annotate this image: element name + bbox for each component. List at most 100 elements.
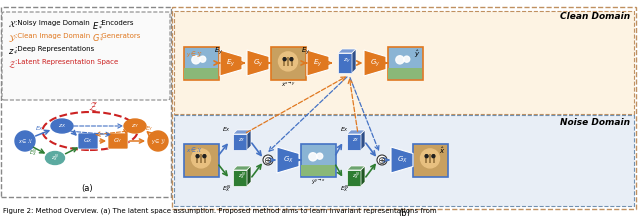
Text: $z_X^N$: $z_X^N$ <box>238 171 246 181</box>
FancyBboxPatch shape <box>425 154 427 163</box>
FancyBboxPatch shape <box>196 154 198 163</box>
FancyBboxPatch shape <box>108 133 128 149</box>
Polygon shape <box>338 49 356 53</box>
Polygon shape <box>247 50 269 76</box>
Polygon shape <box>352 49 356 73</box>
Circle shape <box>309 153 317 161</box>
Text: $E_Y$: $E_Y$ <box>145 125 154 133</box>
Polygon shape <box>220 50 242 76</box>
Text: :Generators: :Generators <box>99 33 140 39</box>
Text: :Latent Representation Space: :Latent Representation Space <box>15 59 118 65</box>
FancyBboxPatch shape <box>204 154 206 163</box>
FancyBboxPatch shape <box>233 170 247 186</box>
Circle shape <box>200 56 206 62</box>
FancyBboxPatch shape <box>233 134 247 150</box>
FancyBboxPatch shape <box>388 68 422 79</box>
Polygon shape <box>307 50 329 76</box>
FancyBboxPatch shape <box>174 11 634 114</box>
Circle shape <box>290 58 293 61</box>
Text: $E_X^N$: $E_X^N$ <box>222 183 232 194</box>
Circle shape <box>377 155 387 165</box>
Text: $G_*$: $G_*$ <box>92 33 104 43</box>
Circle shape <box>148 131 168 151</box>
Text: $E_X$: $E_X$ <box>223 125 232 134</box>
Circle shape <box>15 131 35 151</box>
FancyBboxPatch shape <box>184 46 218 79</box>
Ellipse shape <box>45 151 65 165</box>
Text: $\hat{y}$: $\hat{y}$ <box>413 49 420 60</box>
Circle shape <box>196 155 199 158</box>
Circle shape <box>396 56 404 64</box>
Circle shape <box>191 149 211 168</box>
FancyBboxPatch shape <box>184 68 218 79</box>
Text: $G_X$: $G_X$ <box>283 155 293 165</box>
Text: $\oplus$: $\oplus$ <box>378 154 387 165</box>
Text: $z_y$: $z_y$ <box>343 56 351 66</box>
Text: $\mathcal{Z}$: $\mathcal{Z}$ <box>88 100 98 113</box>
Text: $E_X^N$: $E_X^N$ <box>29 148 37 158</box>
FancyBboxPatch shape <box>283 57 285 66</box>
Text: (a): (a) <box>81 184 93 193</box>
FancyBboxPatch shape <box>200 154 202 163</box>
Text: $G_Y$: $G_Y$ <box>113 137 123 145</box>
FancyBboxPatch shape <box>2 12 170 100</box>
Text: Figure 2: Method Overview. (a) The latent space assumption. Proposed method aims: Figure 2: Method Overview. (a) The laten… <box>3 208 436 214</box>
Circle shape <box>203 155 206 158</box>
Text: $\mathcal{Y}$: $\mathcal{Y}$ <box>8 33 17 44</box>
Polygon shape <box>364 50 386 76</box>
Polygon shape <box>347 130 365 134</box>
Polygon shape <box>247 166 251 186</box>
Text: (b): (b) <box>398 209 410 216</box>
Text: $E_X$: $E_X$ <box>340 125 349 134</box>
FancyBboxPatch shape <box>429 154 431 163</box>
Circle shape <box>283 58 286 61</box>
Text: :Clean Image Domain: :Clean Image Domain <box>15 33 90 39</box>
Circle shape <box>192 56 200 64</box>
Circle shape <box>278 52 298 71</box>
Polygon shape <box>247 130 251 150</box>
FancyBboxPatch shape <box>301 143 335 176</box>
FancyBboxPatch shape <box>387 46 422 79</box>
Text: $y{\in}\mathcal{Y}$: $y{\in}\mathcal{Y}$ <box>150 137 165 146</box>
Text: $G_y$: $G_y$ <box>370 57 380 69</box>
FancyBboxPatch shape <box>287 57 289 66</box>
Text: Clean Domain: Clean Domain <box>560 12 630 21</box>
FancyBboxPatch shape <box>301 165 335 176</box>
Circle shape <box>404 56 410 62</box>
Text: $\mathcal{X}$: $\mathcal{X}$ <box>8 20 16 29</box>
Text: $z_X$: $z_X$ <box>58 122 66 130</box>
FancyBboxPatch shape <box>184 143 218 176</box>
Text: $z_Y$: $z_Y$ <box>131 122 139 130</box>
Polygon shape <box>347 166 365 170</box>
FancyBboxPatch shape <box>338 53 352 73</box>
Text: $\mathcal{Z}$: $\mathcal{Z}$ <box>8 59 16 70</box>
Text: $z_X$: $z_X$ <box>238 136 246 144</box>
FancyBboxPatch shape <box>347 134 361 150</box>
Polygon shape <box>233 166 251 170</box>
Circle shape <box>263 155 273 165</box>
Circle shape <box>420 149 440 168</box>
Text: $y\in\mathcal{Y}$: $y\in\mathcal{Y}$ <box>186 49 203 59</box>
Text: :Deep Representations: :Deep Representations <box>15 46 94 52</box>
Text: $E_y$: $E_y$ <box>301 46 310 57</box>
Text: $z_X^N$: $z_X^N$ <box>51 152 59 163</box>
Text: $G_y$: $G_y$ <box>253 57 263 69</box>
Polygon shape <box>233 130 251 134</box>
Ellipse shape <box>51 119 73 133</box>
Polygon shape <box>277 147 299 173</box>
Text: $x{\in}\mathcal{X}$: $x{\in}\mathcal{X}$ <box>18 137 33 145</box>
FancyBboxPatch shape <box>174 115 634 206</box>
Text: $E_X^N$: $E_X^N$ <box>340 183 349 194</box>
Text: $z_X^N$: $z_X^N$ <box>352 171 360 181</box>
FancyBboxPatch shape <box>347 170 361 186</box>
Text: :Noisy Image Domain: :Noisy Image Domain <box>15 20 90 26</box>
Text: $z_X$: $z_X$ <box>352 136 360 144</box>
Text: Noise Domain: Noise Domain <box>560 118 630 127</box>
Text: :Encoders: :Encoders <box>99 20 134 26</box>
FancyBboxPatch shape <box>413 143 447 176</box>
Text: $E_*$: $E_*$ <box>92 20 103 30</box>
Text: $\tilde{x}^{x\to y}$: $\tilde{x}^{x\to y}$ <box>280 80 296 89</box>
Text: $G_X$: $G_X$ <box>397 155 408 165</box>
Text: $E_y$: $E_y$ <box>214 46 224 57</box>
Text: $E_y$: $E_y$ <box>227 57 236 69</box>
